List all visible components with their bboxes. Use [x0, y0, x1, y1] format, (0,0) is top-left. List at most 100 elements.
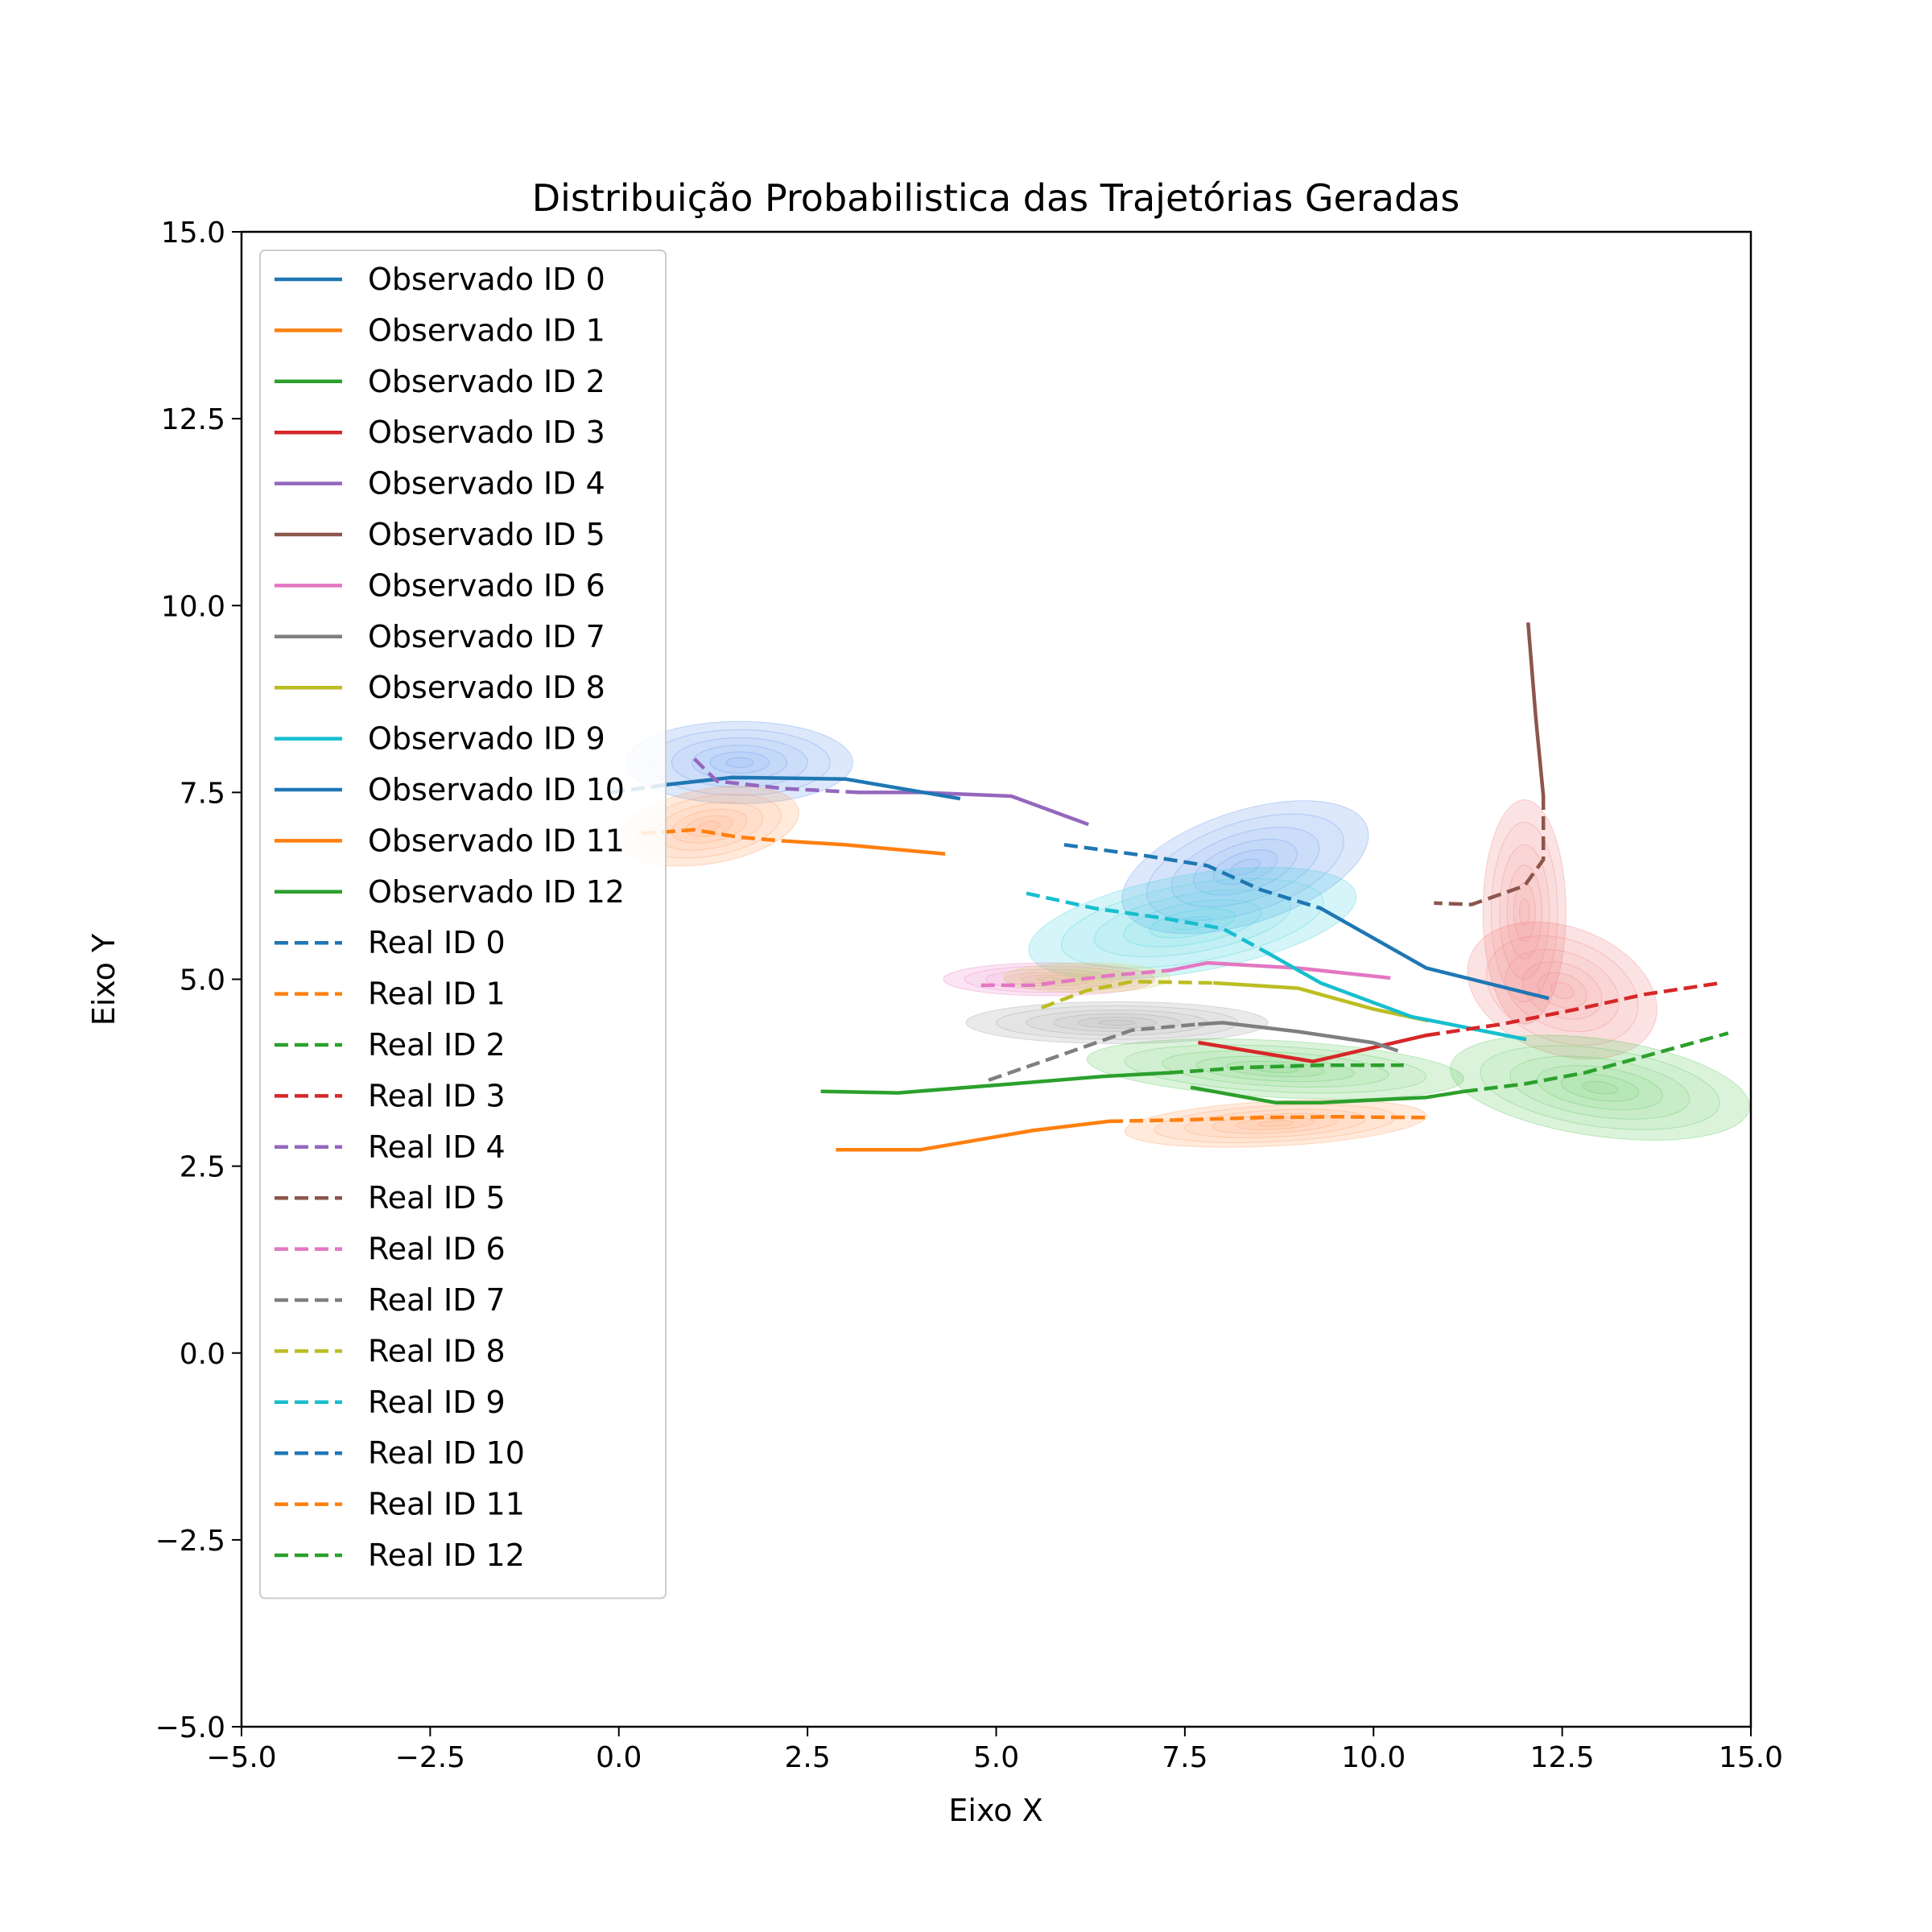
density-contour [985, 968, 1113, 990]
density-contour [725, 757, 754, 768]
legend-item: Observado ID 5 [275, 517, 605, 552]
density-contour [1230, 858, 1261, 876]
trajectory-lines [611, 622, 1729, 1152]
legend-label: Real ID 7 [368, 1282, 506, 1318]
real-line-11 [641, 828, 786, 843]
density-contour [1257, 1120, 1294, 1127]
density-contour [1550, 981, 1575, 1000]
density-contour [1450, 1034, 1750, 1141]
real-line-3 [1426, 980, 1721, 1038]
observed-line-5 [1525, 622, 1546, 799]
observed-line-6 [1167, 960, 1391, 980]
legend-item: Observado ID 9 [275, 721, 605, 757]
legend-item: Real ID 3 [275, 1078, 506, 1113]
observed-line-3 [1198, 1033, 1429, 1063]
density-contour [1077, 1017, 1157, 1029]
y-axis-ticks: −5.0 −2.5 0.0 2.5 5.0 7.5 10.0 12.5 15.0 [155, 217, 242, 1744]
density-contour [671, 737, 808, 788]
legend-item: Real ID 9 [275, 1385, 506, 1420]
density-contour [1499, 844, 1550, 980]
legend-item: Real ID 12 [275, 1538, 525, 1573]
density-cloud-11 [1450, 1034, 1750, 1141]
real-line-2 [1169, 1063, 1404, 1075]
density-contour [709, 751, 770, 774]
y-tick-label: 10.0 [161, 590, 225, 623]
y-tick-label: 0.0 [180, 1338, 225, 1371]
legend-label: Observado ID 5 [368, 517, 605, 552]
density-contour [1482, 799, 1567, 1025]
legend-label: Real ID 0 [368, 925, 506, 960]
density-cloud-10 [1467, 921, 1657, 1060]
legend-item: Observado ID 2 [275, 364, 605, 399]
y-tick-label: 7.5 [180, 777, 225, 810]
chart-title: Distribuição Probabilistica das Trajetór… [532, 176, 1460, 220]
y-tick-label: −2.5 [155, 1525, 225, 1558]
observed-line-10 [662, 775, 961, 801]
legend: Observado ID 0 Observado ID 1 Observado ID… [259, 250, 667, 1600]
legend-item: Observado ID 8 [275, 670, 605, 705]
legend-label: Observado ID 9 [368, 721, 605, 757]
density-contour [1193, 839, 1298, 896]
real-line-4 [692, 758, 861, 795]
density-contour [1146, 813, 1344, 921]
real-line-5 [1434, 796, 1546, 906]
y-tick-label: 12.5 [161, 403, 225, 436]
legend-item: Observado ID 11 [275, 823, 625, 858]
y-tick-label: 5.0 [180, 964, 225, 997]
real-line-1 [1109, 1115, 1426, 1124]
legend-item: Real ID 5 [275, 1180, 506, 1216]
legend-item: Observado ID 3 [275, 415, 605, 450]
density-contour [1170, 827, 1320, 908]
real-line-8 [1040, 980, 1216, 1009]
observed-line-11 [782, 839, 946, 856]
density-contour [1505, 948, 1620, 1032]
legend-label: Observado ID 3 [368, 415, 605, 450]
density-contour [1537, 972, 1587, 1009]
legend-item: Observado ID 6 [275, 568, 605, 603]
legend-label: Real ID 11 [368, 1487, 525, 1522]
legend-label: Real ID 4 [368, 1129, 506, 1165]
x-tick-label: 0.0 [596, 1741, 642, 1774]
legend-label: Observado ID 11 [368, 823, 625, 858]
legend-item: Real ID 2 [275, 1027, 506, 1063]
legend-label: Real ID 1 [368, 976, 506, 1012]
observed-line-12 [1190, 1085, 1467, 1104]
density-contour [1560, 1073, 1640, 1102]
real-line-0 [1063, 843, 1322, 910]
legend-label: Real ID 5 [368, 1180, 506, 1216]
legend-item: Observado ID 7 [275, 619, 605, 654]
density-cloud-9 [1482, 799, 1567, 1025]
observed-line-7 [1198, 1021, 1399, 1053]
legend-item: Real ID 11 [275, 1487, 525, 1522]
x-tick-label: 2.5 [784, 1741, 830, 1774]
density-contour [1467, 921, 1657, 1060]
density-contour [1162, 1051, 1389, 1088]
legend-item: Real ID 6 [275, 1232, 506, 1267]
x-tick-label: 7.5 [1162, 1741, 1208, 1774]
y-axis-label: Eixo Y [86, 933, 122, 1026]
real-line-6 [980, 968, 1170, 988]
density-contour [691, 745, 788, 781]
x-tick-label: 10.0 [1341, 1741, 1406, 1774]
observed-line-2 [820, 1071, 1172, 1095]
legend-label: Observado ID 1 [368, 312, 605, 348]
density-contour [1581, 1080, 1619, 1095]
legend-item: Observado ID 4 [275, 466, 605, 502]
density-cloud-2 [1121, 800, 1369, 935]
density-contour [1035, 976, 1063, 982]
density-contour [1086, 1038, 1464, 1100]
density-contour [1509, 1055, 1690, 1120]
legend-label: Real ID 3 [368, 1078, 506, 1113]
legend-label: Observado ID 10 [368, 772, 625, 807]
real-line-12 [1463, 1031, 1729, 1094]
x-tick-label: 5.0 [973, 1741, 1019, 1774]
legend-box [259, 250, 667, 1600]
y-tick-label: −5.0 [155, 1711, 225, 1744]
density-contour [1480, 1045, 1720, 1130]
observed-line-0 [1318, 906, 1550, 1001]
density-contour [1098, 1019, 1136, 1026]
density-contour [1124, 1044, 1427, 1094]
legend-item: Real ID 10 [275, 1435, 525, 1471]
x-tick-label: −2.5 [395, 1741, 465, 1774]
